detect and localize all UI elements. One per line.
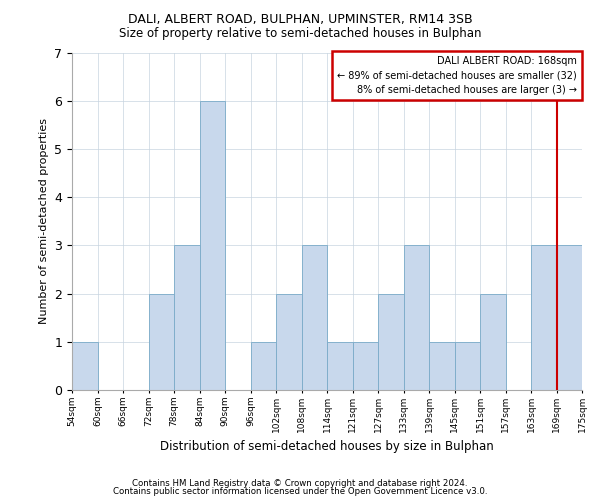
Text: Size of property relative to semi-detached houses in Bulphan: Size of property relative to semi-detach… xyxy=(119,28,481,40)
Bar xyxy=(557,246,582,390)
Bar xyxy=(72,342,97,390)
Bar xyxy=(327,342,353,390)
Bar xyxy=(531,246,557,390)
Y-axis label: Number of semi-detached properties: Number of semi-detached properties xyxy=(39,118,49,324)
Bar xyxy=(455,342,480,390)
Bar xyxy=(429,342,455,390)
Bar xyxy=(404,246,429,390)
Bar xyxy=(276,294,302,390)
Bar xyxy=(353,342,378,390)
Bar xyxy=(199,100,225,390)
Text: DALI, ALBERT ROAD, BULPHAN, UPMINSTER, RM14 3SB: DALI, ALBERT ROAD, BULPHAN, UPMINSTER, R… xyxy=(128,12,472,26)
Bar xyxy=(174,246,199,390)
Bar xyxy=(378,294,404,390)
Bar xyxy=(251,342,276,390)
Bar xyxy=(302,246,327,390)
Text: Contains public sector information licensed under the Open Government Licence v3: Contains public sector information licen… xyxy=(113,487,487,496)
Bar xyxy=(149,294,174,390)
Text: Contains HM Land Registry data © Crown copyright and database right 2024.: Contains HM Land Registry data © Crown c… xyxy=(132,478,468,488)
Text: DALI ALBERT ROAD: 168sqm
← 89% of semi-detached houses are smaller (32)
8% of se: DALI ALBERT ROAD: 168sqm ← 89% of semi-d… xyxy=(337,56,577,96)
X-axis label: Distribution of semi-detached houses by size in Bulphan: Distribution of semi-detached houses by … xyxy=(160,440,494,454)
Bar xyxy=(480,294,505,390)
